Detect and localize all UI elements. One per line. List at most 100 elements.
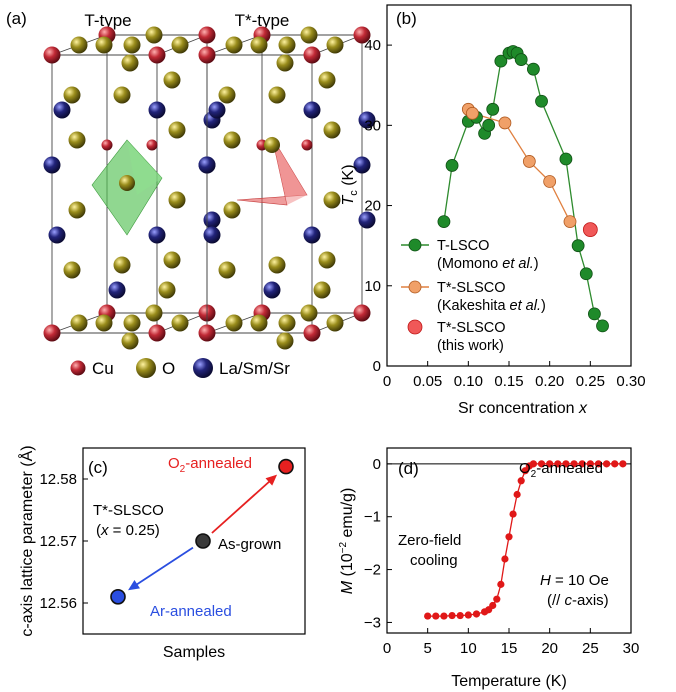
t-type-bottom-layer-5 <box>70 314 88 332</box>
tstar-type-o-9 <box>318 251 336 269</box>
tstar-type-o-6 <box>323 191 341 209</box>
t-type-o-8 <box>113 256 131 274</box>
t-type-o-2 <box>163 71 181 89</box>
tstar-type-top-layer-6 <box>278 36 296 54</box>
tstar-type-o-10 <box>313 281 331 299</box>
d-xtick-label-2: 10 <box>460 640 477 657</box>
point-d-27 <box>594 460 603 468</box>
legend-o-label: O <box>162 359 175 378</box>
point-d-30 <box>619 460 627 468</box>
tstar-type-top-layer-1 <box>303 46 321 64</box>
point-b-s1-1 <box>465 106 479 120</box>
b-xtick-label-1: 0.05 <box>413 373 442 390</box>
point-b-s0-17 <box>588 307 601 321</box>
c-ytick-label-2: 12.58 <box>39 471 77 488</box>
point-b-s0-15 <box>571 239 585 253</box>
b-ytick-label-4: 40 <box>364 37 381 54</box>
legend-marker-kakeshita <box>408 280 422 294</box>
b-ytick-label-0: 0 <box>373 358 381 375</box>
tstar-type-mid-cu-1 <box>301 139 313 151</box>
legend-note-t-lsco: (Momono et al.) <box>437 256 539 272</box>
point-d-2 <box>440 612 448 620</box>
tstar-type-o-5 <box>223 201 241 219</box>
t-type-title: T-type <box>84 11 131 30</box>
legend-marker-this-work <box>407 319 423 335</box>
zero-field-label-d: Zero-field <box>398 532 461 549</box>
as-grown-label-c: As-grown <box>218 536 281 553</box>
point-d-6 <box>472 610 481 618</box>
point-b-s1-2 <box>498 116 512 130</box>
axis-ticks-b: 0 0.05 0.10 0.15 0.20 0.25 0.30 0 10 20 30 40 <box>364 37 645 390</box>
point-b-s0-6 <box>486 102 500 116</box>
point-d-26 <box>586 460 594 468</box>
crystal-models <box>43 26 376 350</box>
tstar-type-la-7 <box>358 211 376 229</box>
t-type-o-3 <box>68 131 86 149</box>
point-d-23 <box>562 460 570 468</box>
point-d-5 <box>464 611 472 619</box>
t-type-top-layer-3 <box>198 26 216 44</box>
t-type-o-6 <box>168 191 186 209</box>
field-direction-d: (// c-axis) <box>547 592 609 609</box>
annealing-arrows <box>128 474 278 591</box>
arrow-to-o2-shaft <box>211 479 271 534</box>
panel-b-tc-chart: (b) 0 0.05 0.10 0.15 0.20 0.25 0.30 0 10 20 30 40 S… <box>340 4 646 417</box>
tstar-type-la-8 <box>263 281 281 299</box>
point-d-15 <box>513 490 521 499</box>
t-type-la-5 <box>48 226 66 244</box>
t-type-bottom-layer-9 <box>145 304 163 322</box>
tstar-type-la-5 <box>203 226 221 244</box>
t-type-bottom-layer-8 <box>121 332 139 350</box>
t-type-bottom-layer-1 <box>148 324 166 342</box>
sample-name-c: T*-SLSCO <box>93 502 164 519</box>
point-b-s0-12 <box>527 62 540 76</box>
tstar-type-la-6 <box>303 226 321 244</box>
point-d-16 <box>517 477 525 485</box>
t-type-o-1 <box>113 86 131 104</box>
tstar-type-bottom-layer-5 <box>225 314 243 332</box>
point-b-s1-3 <box>522 155 536 168</box>
sample-point-c-0 <box>278 458 294 475</box>
point-d-10 <box>493 595 501 603</box>
point-b-s0-16 <box>579 267 593 281</box>
d-ytick-label-0: −3 <box>364 614 381 631</box>
tstar-type-apex-o <box>264 137 280 153</box>
b-xtick-label-2: 0.10 <box>454 373 483 390</box>
o2-annealed-title-d: O2-annealed <box>519 460 603 480</box>
legend-note-this-work: (this work) <box>437 338 504 354</box>
tstar-type-top-layer-7 <box>326 36 344 54</box>
t-type-o-7 <box>63 261 81 279</box>
t-type-apex-o <box>119 175 135 191</box>
t-type-top-layer-6 <box>123 36 141 54</box>
tstar-type-top-layer-8 <box>276 54 294 72</box>
tstar-type-top-layer-4 <box>250 36 268 54</box>
point-d-0 <box>424 612 432 620</box>
point-b-s2-0 <box>582 222 598 238</box>
tstar-type-top-layer-9 <box>300 26 318 44</box>
c-ytick-label-1: 12.57 <box>39 533 77 550</box>
y-axis-label-c: c-axis lattice parameter (Å) <box>17 445 36 636</box>
point-d-3 <box>448 611 456 620</box>
point-d-21 <box>546 460 554 468</box>
t-type-octahedron-face <box>127 140 162 195</box>
point-d-11 <box>497 580 505 588</box>
t-type-bottom-layer-0 <box>43 324 61 342</box>
tstar-type-bottom-layer-6 <box>278 314 296 332</box>
t-type-mid-cu-1 <box>146 139 158 151</box>
tstar-type-o-3 <box>223 131 241 149</box>
point-d-24 <box>570 460 578 468</box>
b-xtick-label-6: 0.30 <box>616 373 645 390</box>
b-ytick-label-3: 30 <box>364 117 381 134</box>
field-value-d: H = 10 Oe <box>540 572 609 589</box>
point-b-s0-1 <box>445 159 459 172</box>
series-points-b <box>437 45 609 333</box>
point-d-28 <box>603 460 611 468</box>
tstar-type-bottom-layer-4 <box>250 314 268 332</box>
t-type-bottom-layer-4 <box>95 314 113 332</box>
t-type-bottom-layer-7 <box>171 314 189 332</box>
tstar-type-pyramid-face <box>272 137 307 205</box>
cooling-label-d: cooling <box>410 552 458 569</box>
b-xtick-label-3: 0.15 <box>494 373 523 390</box>
t-type-la-0 <box>53 101 71 119</box>
